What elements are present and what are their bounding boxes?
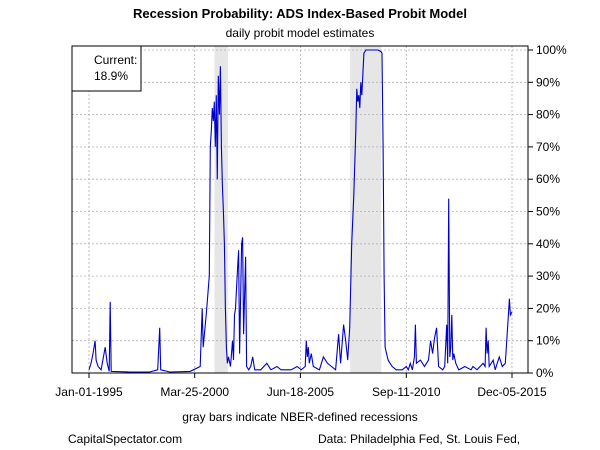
y-tick-label: 30% xyxy=(536,269,560,283)
current-value: 18.9% xyxy=(94,69,128,83)
x-tick-label: Jan-01-1995 xyxy=(55,385,123,399)
current-label: Current: xyxy=(94,53,137,67)
y-tick-label: 70% xyxy=(536,140,560,154)
y-tick-label: 40% xyxy=(536,237,560,251)
y-tick-label: 10% xyxy=(536,334,560,348)
source-text: Data: Philadelphia Fed, St. Louis Fed, xyxy=(318,432,521,446)
recession-note: gray bars indicate NBER-defined recessio… xyxy=(182,410,418,424)
x-tick-label: Dec-05-2015 xyxy=(477,385,547,399)
y-tick-label: 60% xyxy=(536,172,560,186)
y-tick-label: 50% xyxy=(536,205,560,219)
grid-lines xyxy=(72,46,528,373)
x-tick-label: Sep-11-2010 xyxy=(372,385,441,399)
x-tick-label: Mar-25-2000 xyxy=(160,385,229,399)
x-axis: Jan-01-1995 Mar-25-2000 Jun-18-2005 Sep-11-… xyxy=(55,373,547,399)
probability-line xyxy=(88,49,513,373)
y-axis: 0% 10% 20% 30% 40% 50% 60% 70% 80% 90% 100% xyxy=(528,43,567,380)
chart-subtitle: daily probit model estimates xyxy=(225,26,375,40)
y-tick-label: 90% xyxy=(536,75,560,89)
chart-title: Recession Probability: ADS Index-Based P… xyxy=(133,6,467,21)
y-tick-label: 100% xyxy=(536,43,567,57)
y-tick-label: 20% xyxy=(536,301,560,315)
credit-text: CapitalSpectator.com xyxy=(68,432,183,446)
y-tick-label: 80% xyxy=(536,108,560,122)
y-tick-label: 0% xyxy=(536,366,554,380)
x-tick-label: Jun-18-2005 xyxy=(267,385,335,399)
recession-bar xyxy=(350,46,382,373)
current-value-box: Current: 18.9% xyxy=(71,45,142,92)
